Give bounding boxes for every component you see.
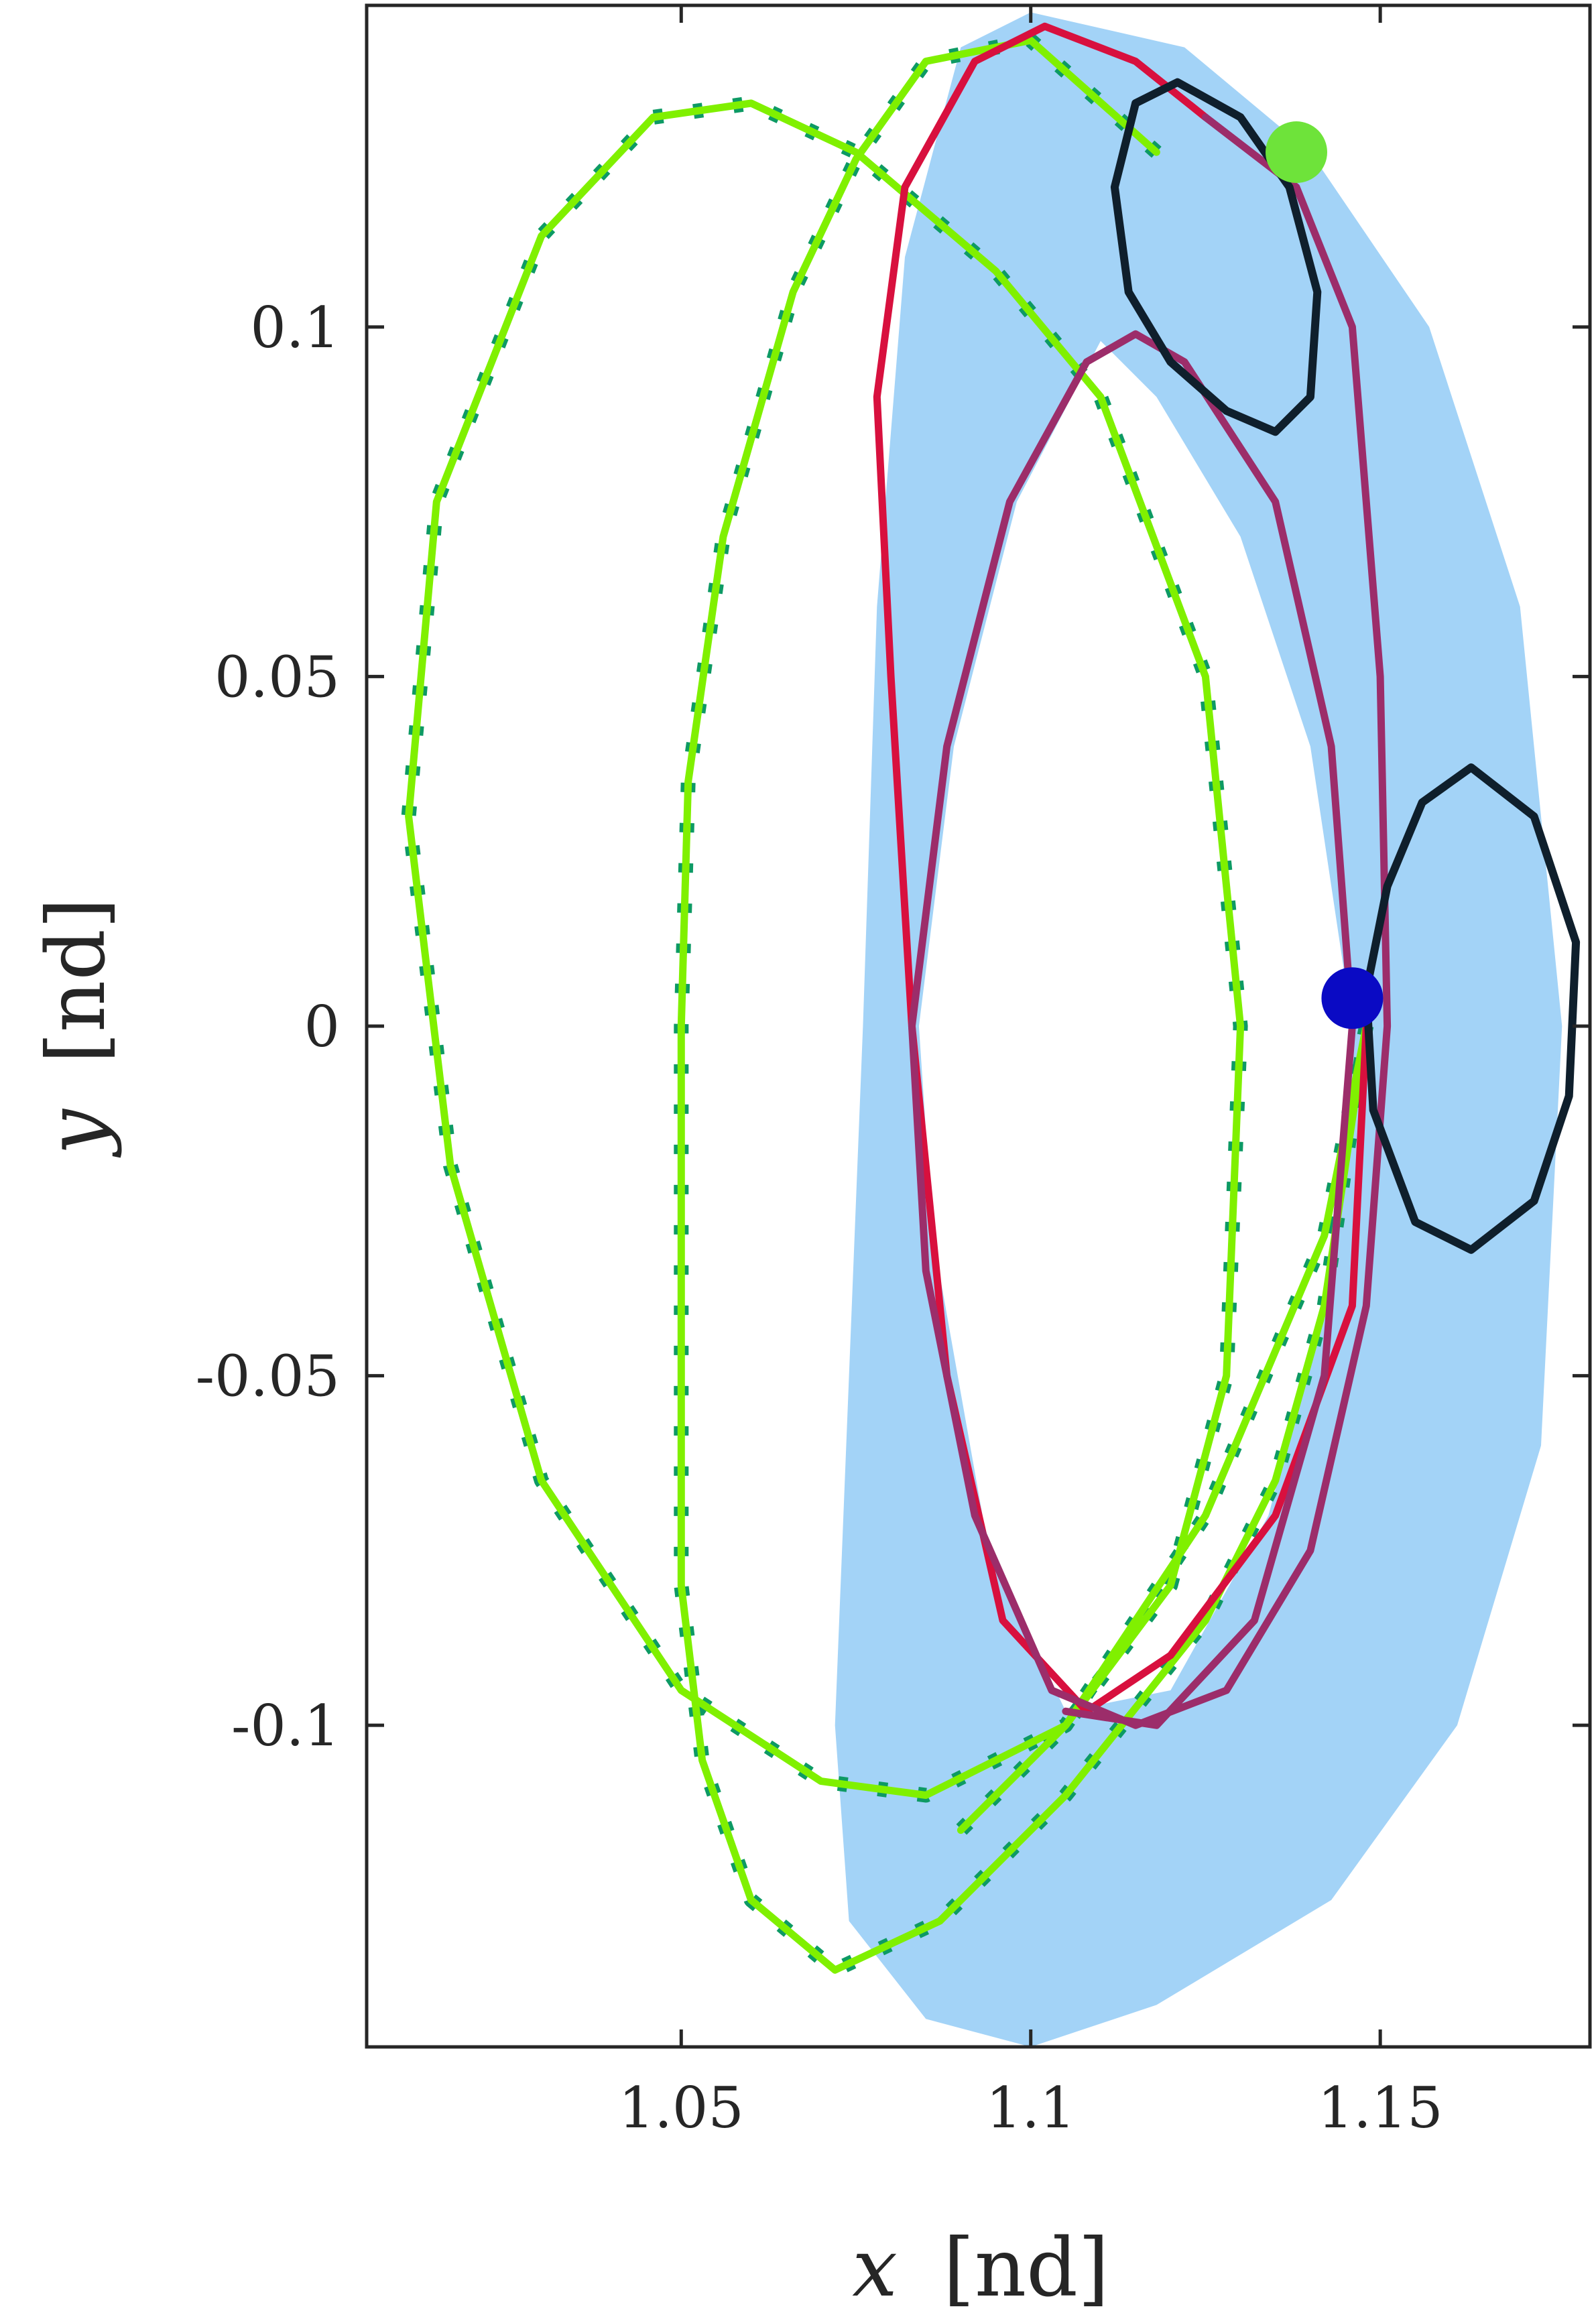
start-point-marker [1266, 121, 1327, 184]
y-axis-ticks: -0.1 -0.05 0 0.05 0.1 [196, 295, 1590, 1759]
y-tick-label: -0.05 [196, 1344, 340, 1410]
x-axis-variable: x [852, 2222, 898, 2315]
y-tick-label: 0.1 [250, 295, 340, 361]
x-axis-ticks: 1.05 1.1 1.15 [619, 5, 1443, 2141]
x-axis-label: x [nd] [852, 2222, 1109, 2315]
shaded-region [835, 12, 1562, 2047]
series-line-green-orbit-2 [405, 99, 1370, 1834]
y-tick-label: 0.05 [214, 644, 340, 710]
y-tick-label: -0.1 [231, 1693, 340, 1759]
marker-layer [1266, 121, 1384, 1029]
x-axis-unit: [nd] [943, 2222, 1109, 2315]
plot-area [401, 12, 1581, 2047]
y-axis-variable: y [30, 1108, 123, 1158]
end-point-marker [1321, 967, 1384, 1029]
y-tick-label: 0 [304, 994, 340, 1060]
series-line-dark-orbit-6 [1362, 763, 1581, 1254]
x-tick-label: 1.15 [1318, 2075, 1443, 2141]
series-line-green-orbit-1 [677, 36, 1370, 1974]
x-tick-label: 1.1 [986, 2075, 1076, 2141]
y-axis-unit: [nd] [30, 897, 123, 1064]
y-axis-label: y [nd] [30, 897, 123, 1158]
x-tick-label: 1.05 [619, 2075, 744, 2141]
